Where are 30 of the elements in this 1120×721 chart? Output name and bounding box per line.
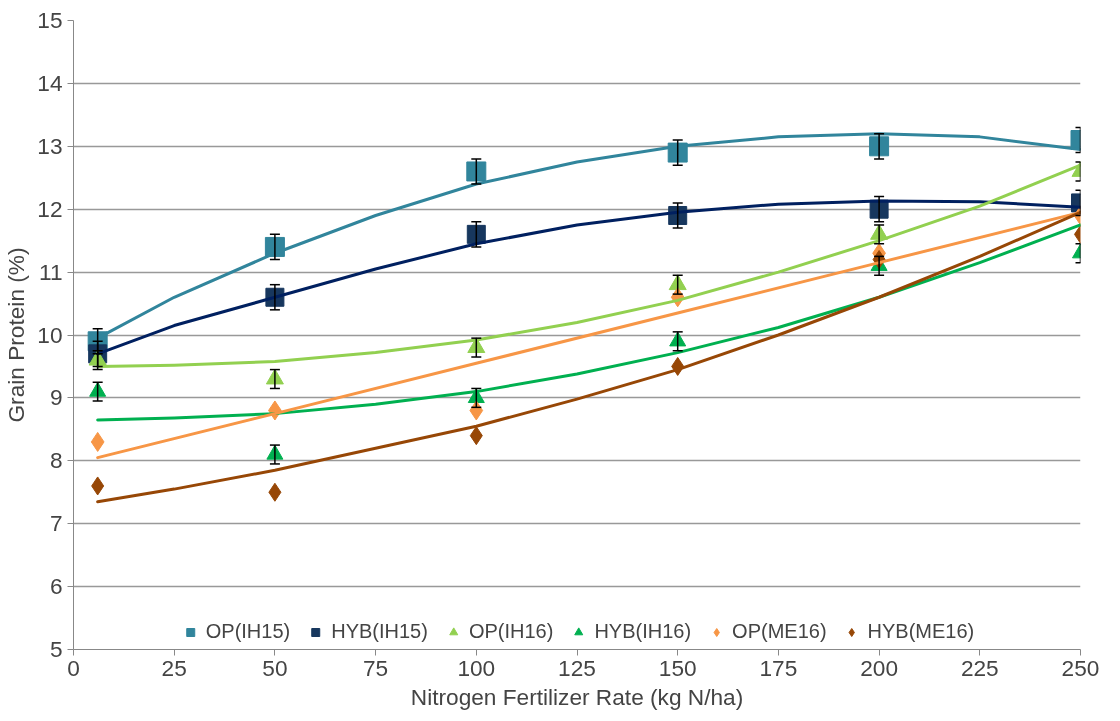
y-tick-label: 14 (37, 69, 63, 96)
legend-label: HYB(IH16) (594, 620, 692, 643)
y-tick-label: 12 (37, 195, 63, 222)
y-tick-label: 13 (37, 132, 63, 159)
x-tick-label: 225 (960, 654, 999, 681)
y-axis-title: Grain Protein (%) (3, 247, 30, 423)
x-tick-label: 0 (67, 654, 80, 681)
x-tick-label: 175 (759, 654, 798, 681)
legend-label: HYB(IH15) (331, 620, 428, 643)
x-tick-label: 75 (363, 654, 389, 681)
y-tick-label: 7 (49, 510, 63, 537)
x-axis-title: Nitrogen Fertilizer Rate (kg N/ha) (410, 683, 744, 710)
legend-label: OP(ME16) (732, 620, 827, 643)
x-tick-label: 50 (262, 654, 288, 681)
y-tick-label: 6 (49, 573, 63, 600)
y-tick-label: 9 (49, 384, 63, 411)
x-tick-label: 250 (1061, 654, 1100, 681)
x-tick-label: 200 (860, 654, 899, 681)
y-tick-label: 8 (49, 447, 63, 474)
x-tick-label: 150 (658, 654, 697, 681)
x-tick-label: 25 (161, 654, 187, 681)
x-tick-label: 125 (558, 654, 596, 681)
y-tick-label: 10 (37, 321, 63, 348)
y-tick-label: 15 (37, 7, 63, 33)
legend-label: HYB(ME16) (867, 620, 975, 643)
legend-label: OP(IH16) (468, 620, 554, 643)
x-tick-label: 100 (457, 654, 496, 681)
legend-label: OP(IH15) (205, 620, 291, 643)
y-tick-label: 5 (49, 636, 63, 662)
y-tick-label: 11 (38, 258, 63, 285)
